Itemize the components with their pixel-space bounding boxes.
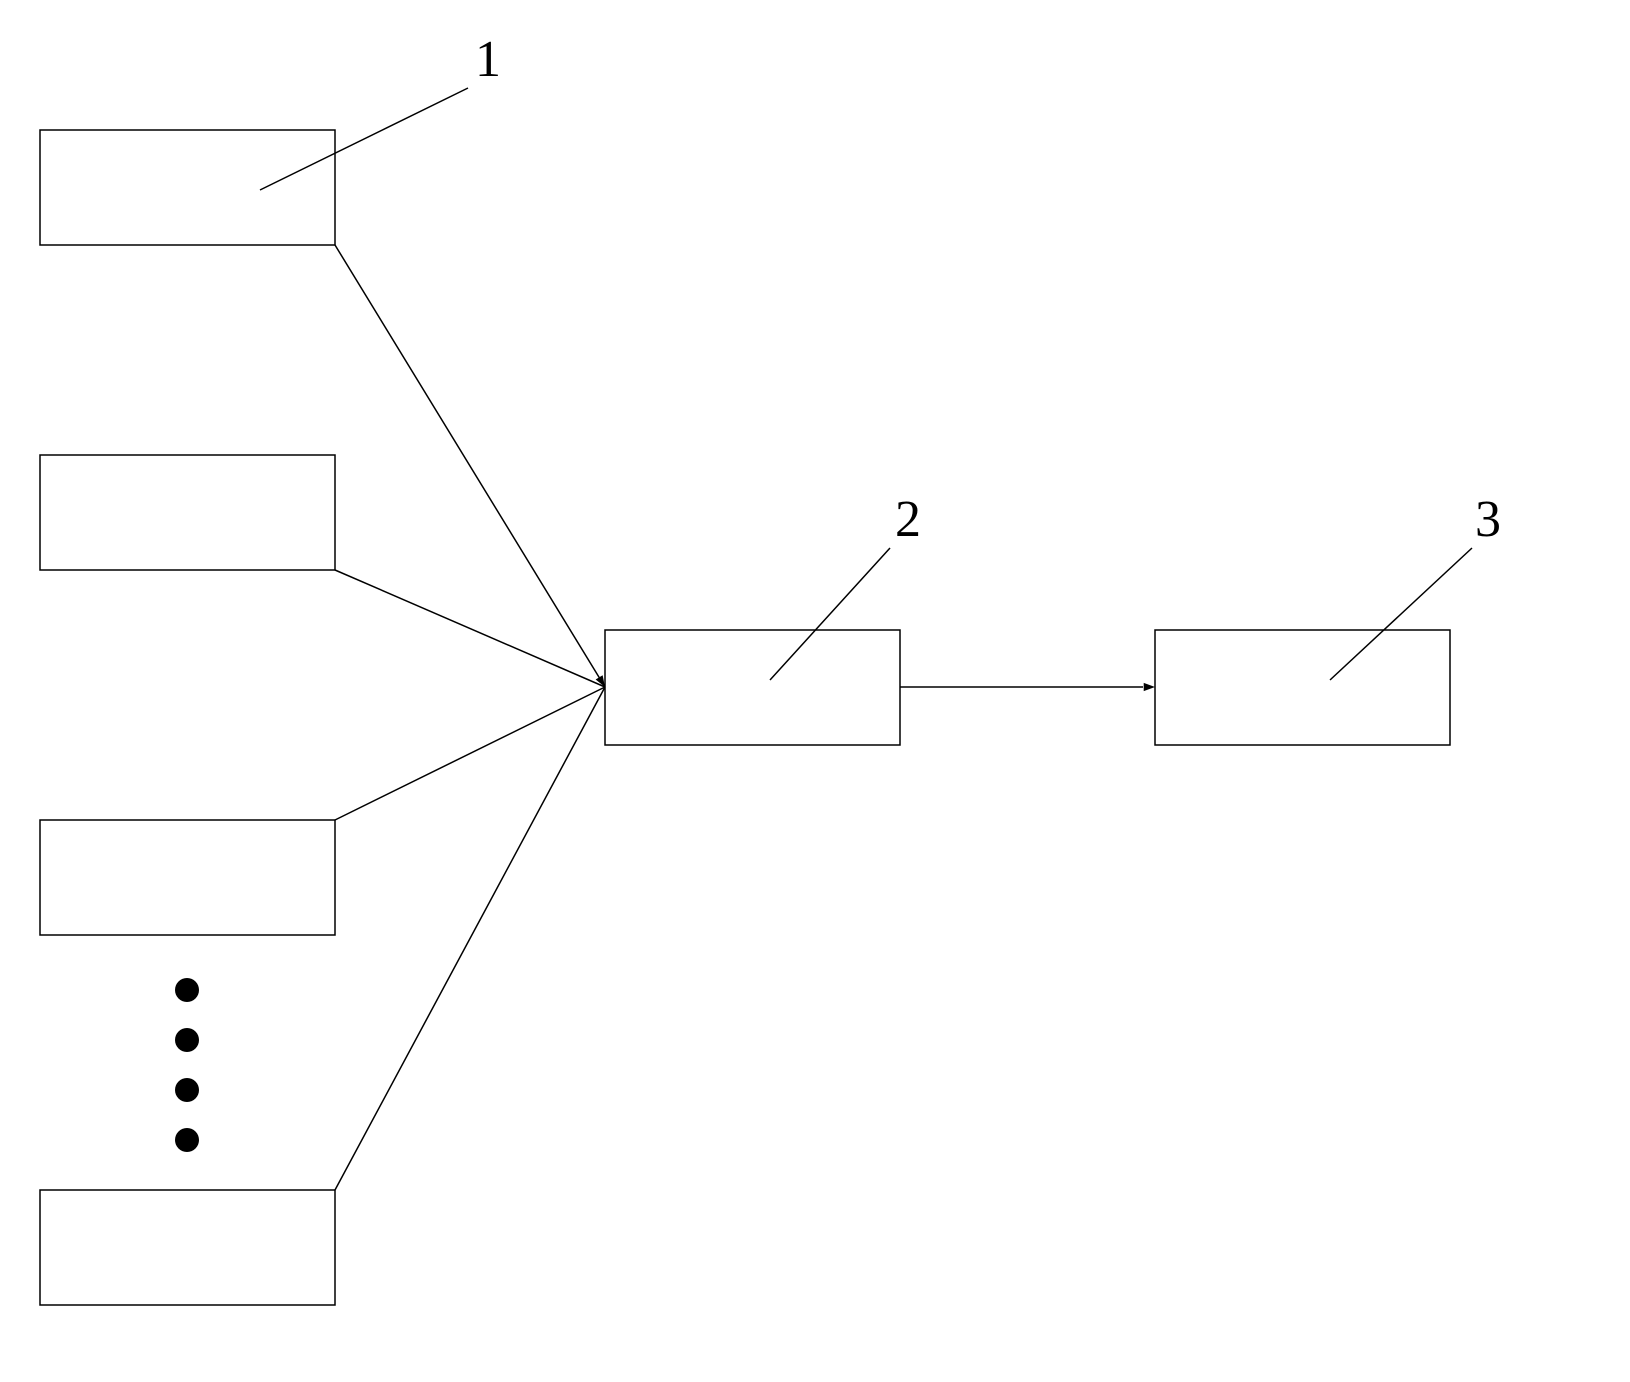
ellipsis-dot-3: [175, 1078, 199, 1102]
diagram-canvas: [0, 0, 1630, 1382]
callout-label-1: 1: [475, 30, 501, 89]
input-box-1: [40, 130, 335, 245]
input-box-4: [40, 1190, 335, 1305]
callout-label-2: 2: [895, 490, 921, 549]
arrowhead: [1144, 683, 1155, 691]
input-box-2: [40, 455, 335, 570]
ellipsis-dot-4: [175, 1128, 199, 1152]
converging-line-4: [335, 687, 605, 1190]
ellipsis-dot-1: [175, 978, 199, 1002]
ellipsis-dot-2: [175, 1028, 199, 1052]
right-box: [1155, 630, 1450, 745]
callout-label-3: 3: [1475, 490, 1501, 549]
converging-line-1: [335, 245, 605, 687]
middle-box: [605, 630, 900, 745]
converging-line-2: [335, 570, 605, 687]
input-box-3: [40, 820, 335, 935]
converging-line-3: [335, 687, 605, 820]
